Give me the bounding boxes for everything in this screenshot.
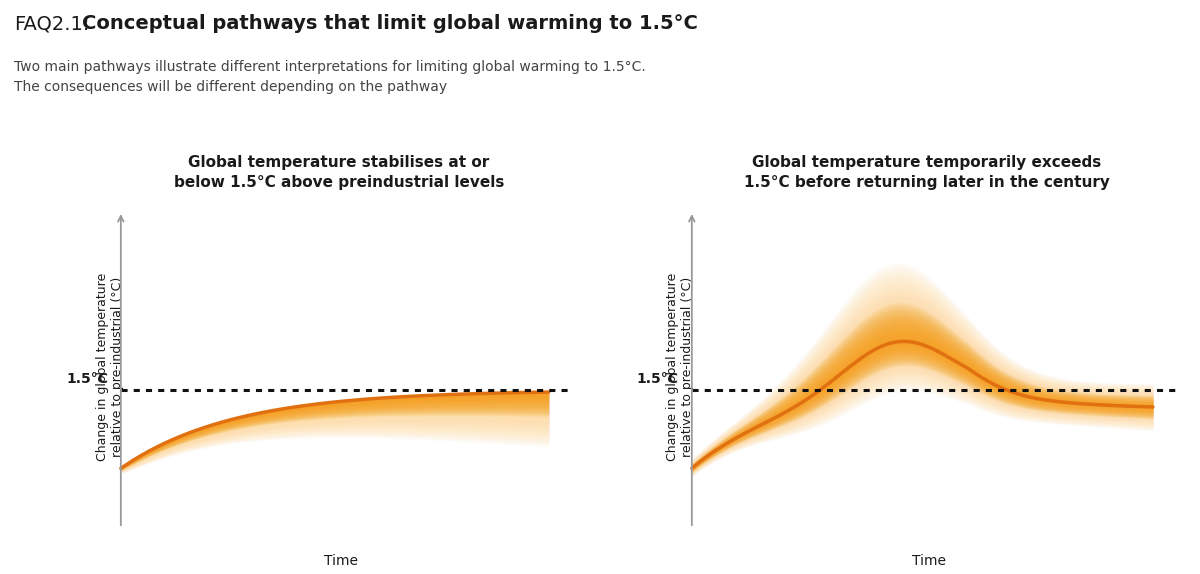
Text: Time: Time — [912, 554, 947, 568]
Text: Conceptual pathways that limit global warming to 1.5°C: Conceptual pathways that limit global wa… — [82, 14, 697, 33]
Title: Global temperature temporarily exceeds
1.5°C before returning later in the centu: Global temperature temporarily exceeds 1… — [744, 155, 1110, 190]
Text: 1.5°C: 1.5°C — [67, 372, 109, 386]
Text: Change in global temperature
relative to pre-industrial (°C): Change in global temperature relative to… — [96, 273, 124, 461]
Text: Two main pathways illustrate different interpretations for limiting global warmi: Two main pathways illustrate different i… — [14, 60, 646, 94]
Text: FAQ2.1:: FAQ2.1: — [14, 14, 90, 33]
Text: 1.5°C: 1.5°C — [637, 372, 679, 386]
Title: Global temperature stabilises at or
below 1.5°C above preindustrial levels: Global temperature stabilises at or belo… — [174, 155, 504, 190]
Text: Change in global temperature
relative to pre-industrial (°C): Change in global temperature relative to… — [666, 273, 695, 461]
Text: Time: Time — [324, 554, 358, 568]
